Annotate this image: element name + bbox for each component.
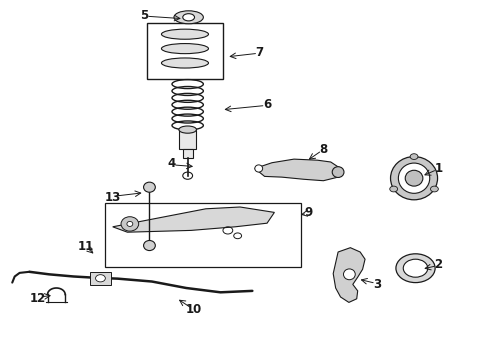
Text: 2: 2 (435, 258, 442, 271)
Ellipse shape (403, 259, 428, 277)
Ellipse shape (410, 154, 418, 159)
Ellipse shape (127, 221, 133, 226)
Ellipse shape (161, 58, 209, 68)
Bar (147, 23, 223, 79)
Polygon shape (255, 159, 341, 181)
Ellipse shape (332, 167, 344, 177)
Text: 13: 13 (104, 191, 121, 204)
Ellipse shape (96, 275, 105, 282)
Ellipse shape (255, 165, 263, 172)
Text: 11: 11 (77, 240, 94, 253)
Ellipse shape (179, 126, 196, 133)
Polygon shape (333, 248, 365, 302)
Text: 12: 12 (30, 292, 47, 305)
Ellipse shape (405, 170, 423, 186)
Ellipse shape (144, 182, 155, 192)
Text: 9: 9 (305, 206, 313, 219)
Ellipse shape (161, 29, 209, 39)
Ellipse shape (121, 217, 139, 231)
Text: 5: 5 (141, 9, 148, 22)
Ellipse shape (343, 269, 355, 280)
Ellipse shape (183, 14, 195, 21)
Ellipse shape (144, 240, 155, 251)
Bar (179, 130, 196, 149)
Bar (105, 203, 301, 267)
Text: 6: 6 (263, 98, 271, 111)
Text: 1: 1 (435, 162, 442, 175)
Bar (90, 272, 111, 285)
Ellipse shape (431, 186, 439, 192)
Ellipse shape (161, 44, 209, 54)
Text: 8: 8 (319, 143, 327, 156)
Bar (183, 149, 193, 158)
Polygon shape (113, 207, 274, 232)
Ellipse shape (390, 186, 397, 192)
Text: 4: 4 (168, 157, 175, 170)
Ellipse shape (398, 163, 430, 193)
Text: 3: 3 (373, 278, 381, 291)
Ellipse shape (174, 11, 203, 24)
Text: 10: 10 (185, 303, 202, 316)
Ellipse shape (396, 254, 435, 283)
Ellipse shape (391, 157, 438, 200)
Text: 7: 7 (256, 46, 264, 59)
